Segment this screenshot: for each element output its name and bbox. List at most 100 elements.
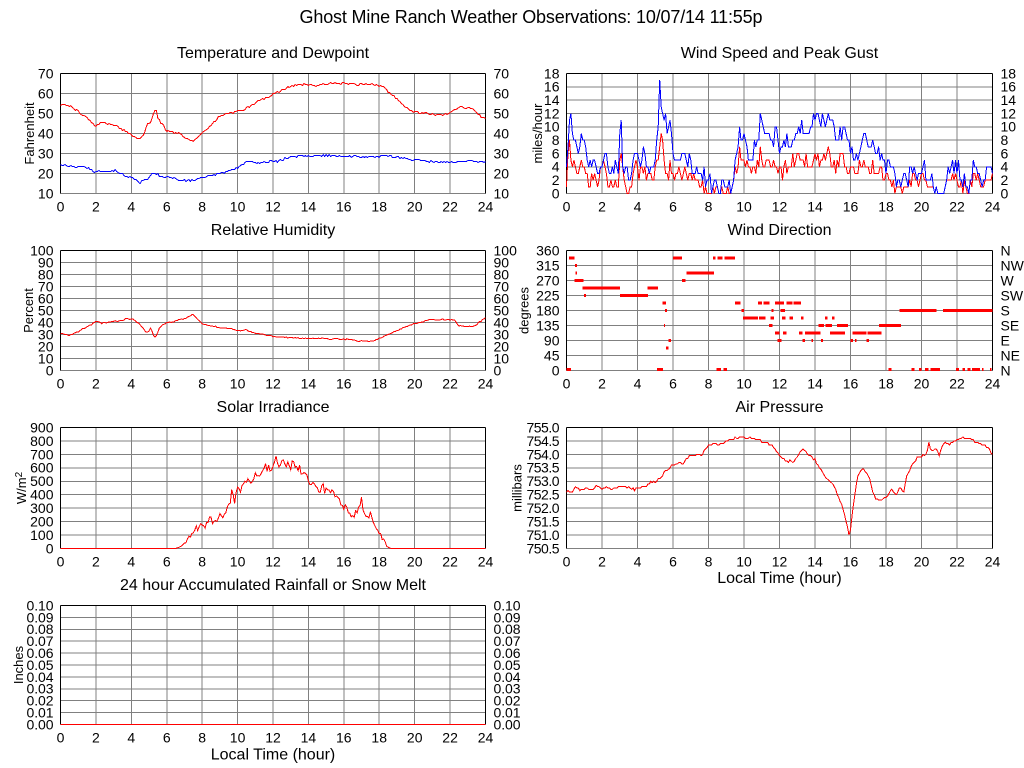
svg-text:16: 16 bbox=[1001, 79, 1017, 95]
svg-text:270: 270 bbox=[536, 272, 560, 288]
svg-text:16: 16 bbox=[336, 376, 352, 392]
svg-text:0: 0 bbox=[46, 362, 54, 378]
svg-text:0: 0 bbox=[563, 554, 571, 570]
svg-text:753.5: 753.5 bbox=[527, 460, 560, 476]
svg-text:0.05: 0.05 bbox=[27, 657, 54, 673]
svg-text:100: 100 bbox=[30, 242, 54, 258]
svg-text:Fahrenheit: Fahrenheit bbox=[22, 102, 37, 165]
svg-text:752.0: 752.0 bbox=[527, 500, 560, 516]
svg-text:22: 22 bbox=[442, 199, 458, 215]
svg-text:12: 12 bbox=[772, 376, 788, 392]
svg-text:20: 20 bbox=[407, 730, 423, 746]
svg-text:Temperature and Dewpoint: Temperature and Dewpoint bbox=[177, 45, 370, 62]
svg-text:10: 10 bbox=[38, 350, 54, 366]
svg-text:40: 40 bbox=[38, 125, 54, 141]
svg-text:14: 14 bbox=[301, 376, 317, 392]
svg-text:225: 225 bbox=[536, 287, 560, 303]
svg-text:0.07: 0.07 bbox=[494, 633, 521, 649]
svg-text:0.09: 0.09 bbox=[27, 609, 54, 625]
svg-text:600: 600 bbox=[30, 460, 54, 476]
svg-text:18: 18 bbox=[371, 730, 387, 746]
svg-text:24: 24 bbox=[985, 376, 1001, 392]
svg-text:8: 8 bbox=[198, 730, 206, 746]
svg-text:500: 500 bbox=[30, 473, 54, 489]
svg-text:751.5: 751.5 bbox=[527, 514, 560, 530]
svg-text:12: 12 bbox=[265, 554, 281, 570]
svg-text:0.08: 0.08 bbox=[494, 621, 521, 637]
svg-text:40: 40 bbox=[494, 125, 510, 141]
svg-text:0.09: 0.09 bbox=[494, 609, 521, 625]
svg-text:Percent: Percent bbox=[21, 288, 36, 333]
svg-text:40: 40 bbox=[494, 314, 510, 330]
svg-text:20: 20 bbox=[494, 338, 510, 354]
svg-text:753.0: 753.0 bbox=[527, 473, 560, 489]
svg-text:12: 12 bbox=[1001, 105, 1017, 121]
svg-text:754.0: 754.0 bbox=[527, 446, 560, 462]
svg-text:70: 70 bbox=[38, 65, 54, 81]
svg-text:10: 10 bbox=[38, 185, 54, 201]
svg-text:0.06: 0.06 bbox=[494, 645, 521, 661]
svg-text:50: 50 bbox=[38, 105, 54, 121]
svg-text:2: 2 bbox=[92, 730, 100, 746]
svg-text:900: 900 bbox=[30, 419, 54, 435]
svg-text:360: 360 bbox=[536, 242, 560, 258]
svg-text:4: 4 bbox=[552, 159, 560, 175]
svg-text:90: 90 bbox=[494, 254, 510, 270]
svg-text:80: 80 bbox=[494, 266, 510, 282]
svg-text:70: 70 bbox=[494, 65, 510, 81]
svg-text:22: 22 bbox=[442, 376, 458, 392]
svg-text:18: 18 bbox=[371, 199, 387, 215]
svg-text:24: 24 bbox=[985, 199, 1001, 215]
svg-text:2: 2 bbox=[92, 554, 100, 570]
svg-text:60: 60 bbox=[494, 85, 510, 101]
svg-text:E: E bbox=[1001, 332, 1010, 348]
svg-text:N: N bbox=[1001, 242, 1011, 258]
svg-text:30: 30 bbox=[38, 326, 54, 342]
svg-text:W: W bbox=[1001, 272, 1015, 288]
svg-text:22: 22 bbox=[442, 554, 458, 570]
svg-text:2: 2 bbox=[552, 172, 560, 188]
svg-text:0.10: 0.10 bbox=[27, 597, 54, 613]
svg-text:Local Time (hour): Local Time (hour) bbox=[211, 747, 336, 764]
svg-text:6: 6 bbox=[163, 554, 171, 570]
svg-text:0.00: 0.00 bbox=[27, 716, 54, 732]
svg-text:12: 12 bbox=[772, 554, 788, 570]
svg-text:16: 16 bbox=[336, 554, 352, 570]
svg-text:Air Pressure: Air Pressure bbox=[735, 399, 823, 416]
svg-text:2: 2 bbox=[1001, 172, 1009, 188]
svg-text:14: 14 bbox=[301, 199, 317, 215]
svg-text:12: 12 bbox=[265, 199, 281, 215]
svg-text:400: 400 bbox=[30, 487, 54, 503]
svg-text:Solar Irradiance: Solar Irradiance bbox=[217, 399, 330, 416]
svg-text:10: 10 bbox=[736, 376, 752, 392]
svg-text:12: 12 bbox=[265, 730, 281, 746]
svg-text:6: 6 bbox=[669, 199, 677, 215]
svg-text:millibars: millibars bbox=[510, 464, 525, 512]
svg-text:6: 6 bbox=[669, 554, 677, 570]
svg-text:0.10: 0.10 bbox=[494, 597, 521, 613]
svg-text:22: 22 bbox=[949, 554, 965, 570]
svg-text:20: 20 bbox=[407, 199, 423, 215]
svg-text:Relative Humidity: Relative Humidity bbox=[211, 222, 335, 239]
svg-text:W/m2: W/m2 bbox=[14, 471, 29, 504]
svg-text:90: 90 bbox=[544, 332, 560, 348]
svg-text:12: 12 bbox=[265, 376, 281, 392]
svg-text:8: 8 bbox=[705, 554, 713, 570]
svg-text:20: 20 bbox=[407, 376, 423, 392]
svg-text:24 hour Accumulated Rainfall o: 24 hour Accumulated Rainfall or Snow Mel… bbox=[120, 577, 426, 594]
svg-text:14: 14 bbox=[807, 554, 823, 570]
svg-text:0: 0 bbox=[1001, 185, 1009, 201]
svg-text:18: 18 bbox=[878, 199, 894, 215]
svg-text:22: 22 bbox=[949, 376, 965, 392]
svg-text:0: 0 bbox=[57, 199, 65, 215]
svg-text:20: 20 bbox=[38, 338, 54, 354]
svg-text:degrees: degrees bbox=[517, 287, 532, 334]
svg-text:16: 16 bbox=[843, 199, 859, 215]
svg-text:100: 100 bbox=[30, 527, 54, 543]
svg-text:6: 6 bbox=[163, 730, 171, 746]
svg-text:8: 8 bbox=[552, 132, 560, 148]
svg-text:16: 16 bbox=[843, 376, 859, 392]
svg-text:2: 2 bbox=[598, 199, 606, 215]
svg-text:18: 18 bbox=[878, 376, 894, 392]
svg-text:4: 4 bbox=[1001, 159, 1009, 175]
